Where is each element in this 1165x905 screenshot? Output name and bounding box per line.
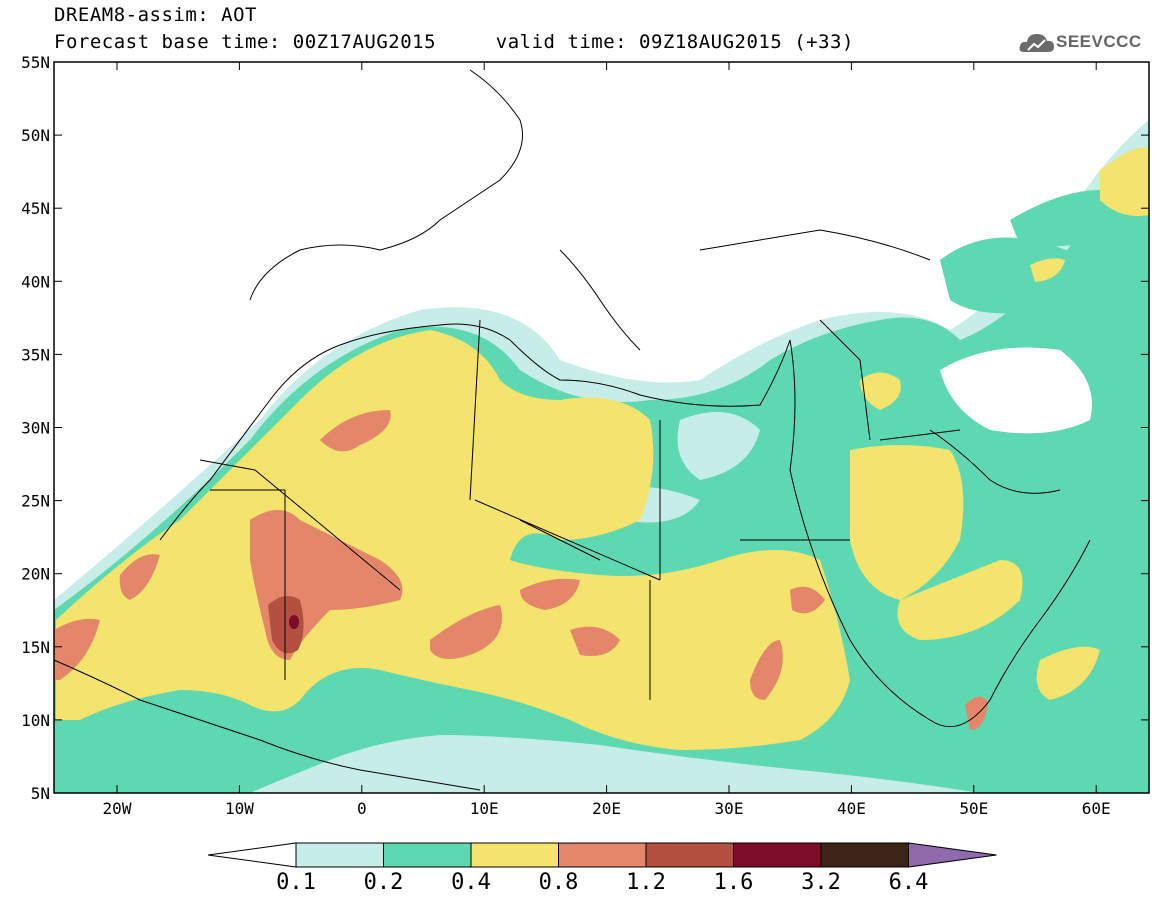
lat-label: 35N xyxy=(21,345,50,364)
base-time: Forecast base time: 00Z17AUG2015 xyxy=(54,31,437,53)
legend-low-arrow xyxy=(207,842,297,868)
lat-label: 45N xyxy=(21,199,50,218)
lon-label: 30E xyxy=(715,799,744,818)
lon-label: 0 xyxy=(357,799,367,818)
lat-label: 40N xyxy=(21,272,50,291)
legend-high-arrow xyxy=(908,842,997,868)
legend-swatch xyxy=(470,842,559,868)
legend-label: 0.8 xyxy=(538,870,579,895)
forecast-times: Forecast base time: 00Z17AUG2015 valid t… xyxy=(54,31,854,53)
lon-label: 40E xyxy=(837,799,866,818)
legend-swatch xyxy=(820,842,909,868)
lat-label: 55N xyxy=(21,53,50,72)
lon-label: 60E xyxy=(1082,799,1111,818)
lon-label: 50E xyxy=(959,799,988,818)
legend-swatch xyxy=(383,842,472,868)
legend-label: 6.4 xyxy=(888,870,929,895)
legend-label: 0.1 xyxy=(276,870,316,895)
color-legend xyxy=(207,842,997,868)
lon-label: 10W xyxy=(225,799,254,818)
lat-label: 20N xyxy=(21,565,50,584)
lat-label: 10N xyxy=(21,711,50,730)
longitude-axis: 20W 10W 0 10E 20E 30E 40E 50E 60E xyxy=(103,62,1111,818)
brand-logo xyxy=(1018,28,1158,58)
lon-label: 20W xyxy=(103,799,132,818)
legend-label: 1.2 xyxy=(626,870,666,895)
coastlines xyxy=(53,69,1091,791)
legend-swatch xyxy=(558,842,647,868)
legend-swatch xyxy=(295,842,384,868)
lat-label: 25N xyxy=(21,492,50,511)
legend-swatch xyxy=(733,842,822,868)
lat-label: 5N xyxy=(31,784,50,803)
lat-label: 30N xyxy=(21,419,50,438)
legend-label: 1.6 xyxy=(713,870,754,895)
legend-label: 3.2 xyxy=(801,870,841,895)
valid-time: valid time: 09Z18AUG2015 (+33) xyxy=(495,31,854,53)
map-title: DREAM8-assim: AOT xyxy=(54,4,257,26)
lon-label: 20E xyxy=(592,799,621,818)
lat-label: 50N xyxy=(21,126,50,145)
legend-label: 0.2 xyxy=(363,870,404,895)
lon-label: 10E xyxy=(470,799,499,818)
brand-name: SEEVCCC xyxy=(1056,32,1142,51)
latitude-axis: 55N 50N 45N 40N 35N 30N 25N 20N 15N 10N 5N xyxy=(21,53,1149,803)
legend-swatch xyxy=(645,842,734,868)
aot-shading xyxy=(54,120,1149,793)
cloud-icon xyxy=(1019,34,1054,52)
lat-label: 15N xyxy=(21,638,50,657)
legend-label: 0.4 xyxy=(451,870,491,895)
